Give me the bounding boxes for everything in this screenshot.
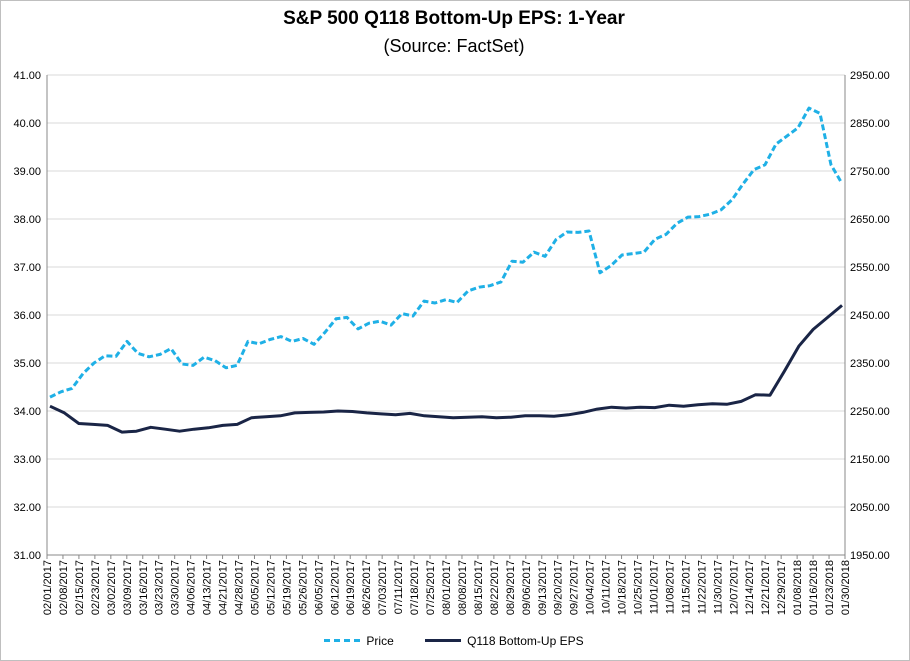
x-tick-label: 08/01/2017: [441, 560, 453, 615]
y-right-tick-label: 1950.00: [850, 550, 890, 562]
x-tick-label: 12/07/2017: [728, 560, 740, 615]
legend-swatch-eps: [425, 639, 462, 642]
x-tick-label: 11/15/2017: [680, 560, 692, 614]
y-right-tick-label: 2150.00: [850, 454, 890, 466]
x-tick-label: 08/15/2017: [473, 560, 485, 615]
y-right-tick-label: 2950.00: [850, 70, 890, 82]
series-line-price: [49, 106, 844, 399]
x-tick-label: 08/08/2017: [457, 560, 469, 615]
x-tick-label: 11/30/2017: [712, 560, 724, 614]
y-left-tick-label: 36.00: [13, 310, 41, 322]
x-tick-label: 05/05/2017: [249, 560, 261, 615]
x-tick-label: 09/27/2017: [569, 560, 581, 615]
legend-label-price: Price: [366, 633, 394, 648]
x-tick-label: 10/18/2017: [617, 560, 629, 615]
series-line-eps: [49, 304, 843, 434]
x-tick-label: 11/22/2017: [696, 560, 708, 614]
y-right-tick-label: 2850.00: [850, 118, 890, 130]
x-tick-label: 10/04/2017: [585, 560, 597, 615]
x-tick-label: 01/30/2018: [840, 560, 852, 615]
y-left-tick-label: 37.00: [13, 262, 41, 274]
legend-label-eps: Q118 Bottom-Up EPS: [467, 633, 584, 648]
y-left-tick-label: 33.00: [13, 454, 41, 466]
x-tick-label: 07/03/2017: [377, 560, 389, 615]
x-tick-label: 12/29/2017: [776, 560, 788, 615]
x-tick-label: 03/30/2017: [170, 560, 182, 615]
y-right-tick-label: 2350.00: [850, 358, 890, 370]
x-tick-label: 02/01/2017: [42, 560, 54, 615]
x-tick-label: 07/11/2017: [393, 560, 405, 614]
x-tick-label: 09/20/2017: [553, 560, 565, 615]
x-tick-label: 03/23/2017: [154, 560, 166, 615]
x-tick-label: 11/01/2017: [648, 560, 660, 614]
x-tick-label: 08/29/2017: [505, 560, 517, 615]
x-tick-label: 01/08/2018: [792, 560, 804, 615]
x-tick-label: 02/08/2017: [58, 560, 70, 615]
x-tick-label: 06/26/2017: [361, 560, 373, 615]
legend-item-eps: Q118 Bottom-Up EPS: [425, 634, 584, 648]
x-tick-label: 09/06/2017: [521, 560, 533, 615]
y-right-tick-label: 2050.00: [850, 502, 890, 514]
x-tick-label: 05/26/2017: [297, 560, 309, 615]
x-tick-label: 12/14/2017: [744, 560, 756, 615]
x-tick-label: 11/08/2017: [664, 560, 676, 614]
x-tick-label: 01/23/2018: [824, 560, 836, 615]
y-right-tick-label: 2750.00: [850, 166, 890, 178]
x-tick-label: 10/25/2017: [633, 560, 645, 615]
y-right-tick-label: 2450.00: [850, 310, 890, 322]
x-tick-label: 07/18/2017: [409, 560, 421, 615]
y-left-tick-label: 31.00: [13, 550, 41, 562]
y-right-tick-label: 2650.00: [850, 214, 890, 226]
legend-item-price: Price: [324, 633, 394, 648]
legend-swatch-price: [324, 639, 361, 642]
y-left-tick-label: 34.00: [13, 406, 41, 418]
x-tick-label: 10/11/2017: [601, 560, 613, 614]
x-tick-label: 12/21/2017: [760, 560, 772, 615]
y-left-tick-label: 35.00: [13, 358, 41, 370]
x-tick-label: 05/19/2017: [281, 560, 293, 615]
x-tick-label: 06/19/2017: [345, 560, 357, 615]
chart-legend: Price Q118 Bottom-Up EPS: [0, 631, 908, 648]
x-tick-label: 06/05/2017: [313, 560, 325, 615]
x-tick-label: 04/13/2017: [202, 560, 214, 615]
x-tick-label: 05/12/2017: [265, 560, 277, 615]
x-tick-label: 06/12/2017: [329, 560, 341, 615]
x-tick-label: 09/13/2017: [537, 560, 549, 615]
y-left-tick-label: 39.00: [13, 166, 41, 178]
y-left-tick-label: 32.00: [13, 502, 41, 514]
y-left-tick-label: 40.00: [13, 118, 41, 130]
x-tick-label: 04/21/2017: [218, 560, 230, 615]
x-tick-label: 02/15/2017: [74, 560, 86, 615]
x-tick-label: 08/22/2017: [489, 560, 501, 615]
x-tick-label: 04/06/2017: [186, 560, 198, 615]
y-right-tick-label: 2250.00: [850, 406, 890, 418]
x-tick-label: 03/16/2017: [138, 560, 150, 615]
chart-subtitle: (Source: FactSet): [383, 36, 525, 56]
chart-title: S&P 500 Q118 Bottom-Up EPS: 1-Year: [283, 8, 625, 29]
x-tick-label: 07/25/2017: [425, 560, 437, 615]
x-tick-label: 04/28/2017: [234, 560, 246, 615]
x-tick-label: 03/09/2017: [122, 560, 134, 615]
x-tick-label: 03/02/2017: [106, 560, 118, 615]
x-tick-label: 01/16/2018: [808, 560, 820, 615]
y-right-tick-label: 2550.00: [850, 262, 890, 274]
y-left-tick-label: 41.00: [13, 70, 41, 82]
x-tick-label: 02/23/2017: [90, 560, 102, 615]
y-left-tick-label: 38.00: [13, 214, 41, 226]
